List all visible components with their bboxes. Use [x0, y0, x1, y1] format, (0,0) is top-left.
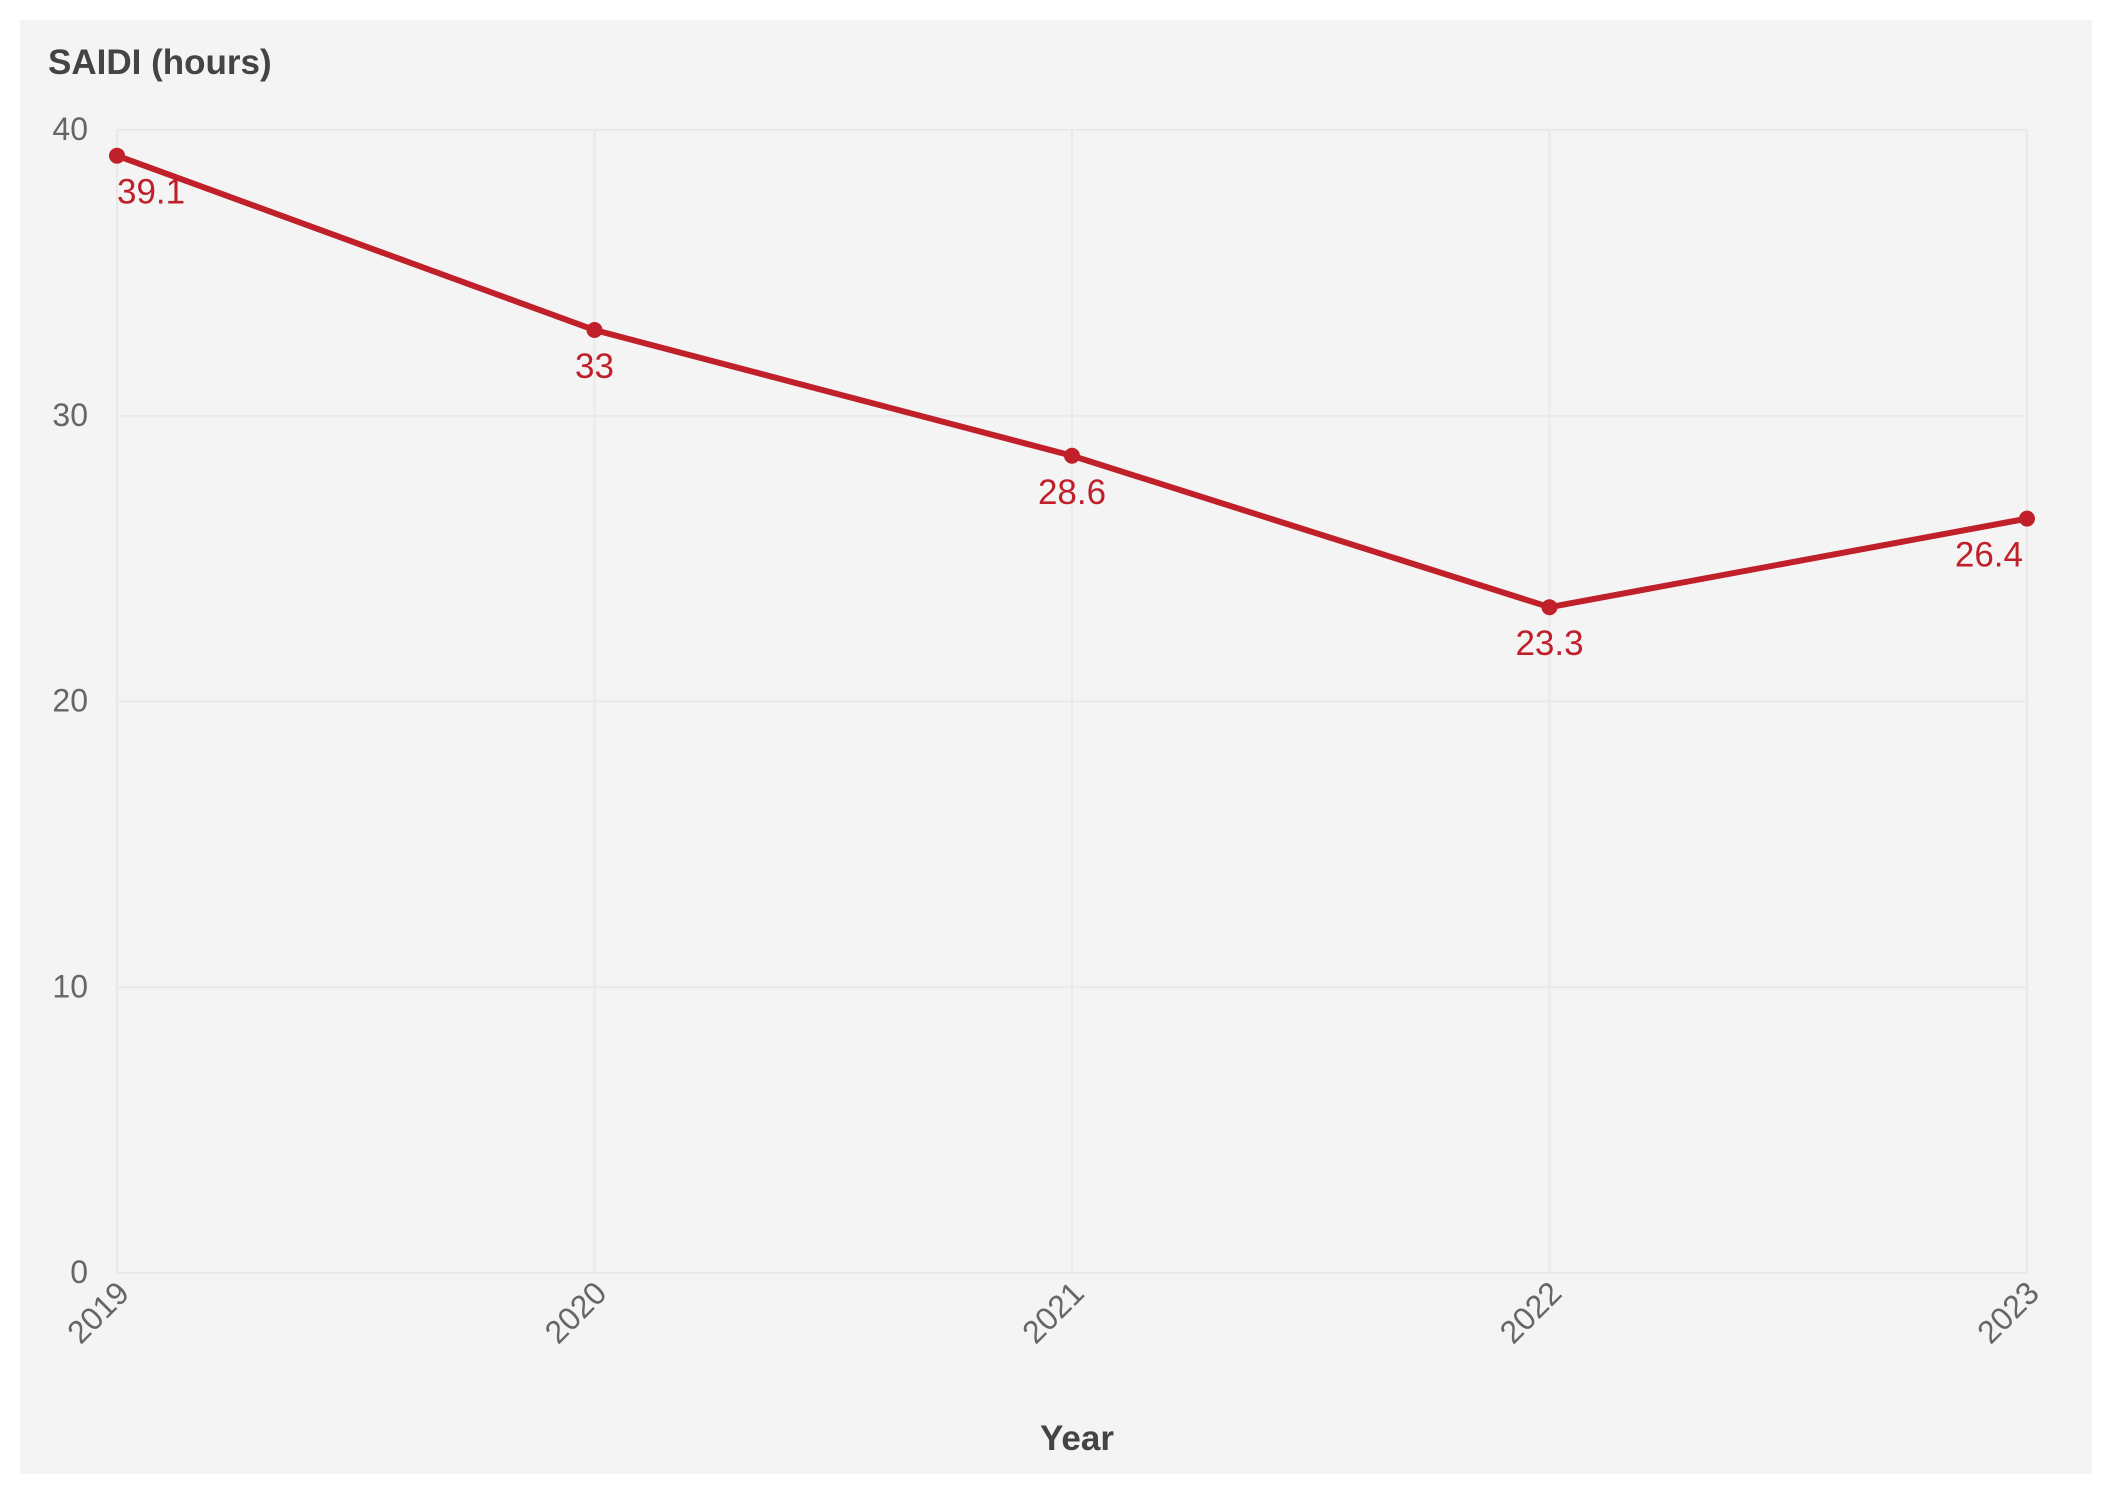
y-tick-label: 40	[52, 111, 88, 147]
chart-panel	[20, 20, 2092, 1474]
data-point[interactable]	[1064, 447, 1080, 464]
data-label: 33	[575, 347, 614, 386]
data-label: 39.1	[117, 173, 185, 212]
y-tick-label: 0	[70, 1254, 88, 1290]
x-tick-label: 2020	[538, 1274, 614, 1350]
data-point[interactable]	[1541, 599, 1558, 616]
y-axis-title: SAIDI (hours)	[48, 43, 272, 82]
data-label: 28.6	[1038, 473, 1106, 512]
data-labels: 39.1 33 28.6 23.3 26.4	[117, 173, 2023, 663]
grid-lines	[116, 129, 2028, 1274]
data-label: 26.4	[1955, 536, 2023, 575]
x-tick-label: 2023	[1970, 1274, 2046, 1350]
data-point[interactable]	[2019, 510, 2035, 527]
y-axis-ticks: 0 10 20 30 40	[52, 111, 88, 1290]
x-axis-title: Year	[1040, 1419, 1114, 1458]
data-point[interactable]	[586, 322, 603, 339]
y-tick-label: 30	[52, 397, 88, 433]
data-point[interactable]	[109, 147, 125, 164]
y-tick-label: 10	[52, 968, 88, 1004]
y-tick-label: 20	[52, 683, 88, 719]
x-tick-label: 2021	[1015, 1274, 1091, 1350]
x-axis-ticks: 2019 2020 2021 2022 2023	[60, 1274, 2046, 1350]
series-group	[109, 147, 2035, 616]
data-label: 23.3	[1515, 624, 1583, 663]
x-tick-label: 2022	[1493, 1274, 1569, 1350]
